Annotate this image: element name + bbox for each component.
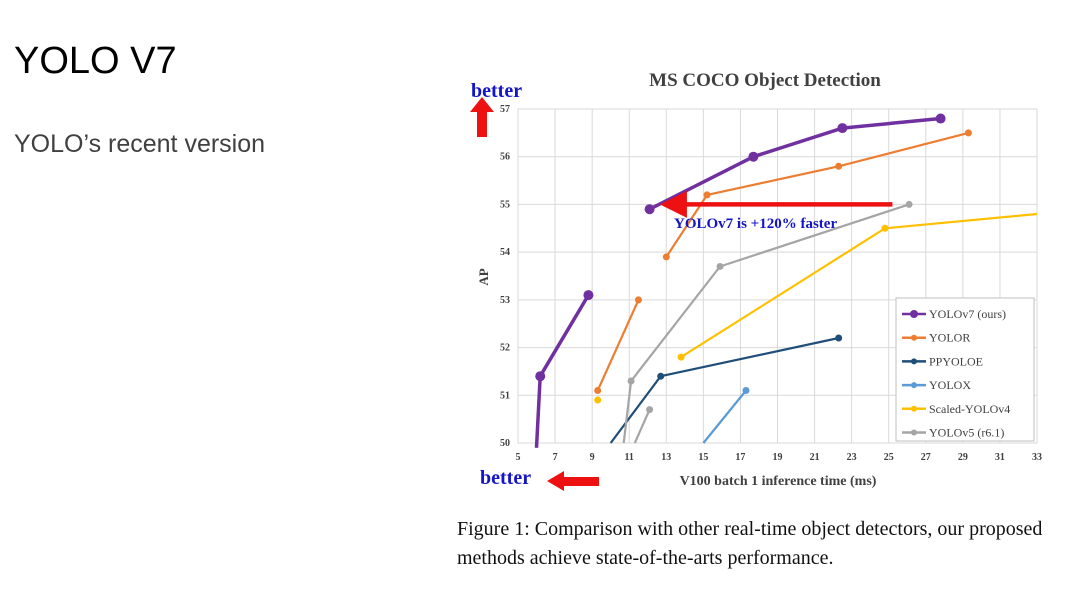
slide-title: YOLO V7 (14, 40, 177, 82)
speedup-annotation: YOLOv7 is +120% faster (674, 216, 837, 232)
x-tick-label: 23 (847, 452, 857, 463)
x-tick-label: 31 (995, 452, 1005, 463)
chart-series (534, 113, 1038, 448)
chart-title: MS COCO Object Detection (649, 70, 881, 91)
x-tick-label: 17 (735, 452, 745, 463)
series-line (622, 203, 910, 444)
legend-item: Scaled-YOLOv4 (902, 402, 1010, 416)
data-point (835, 162, 843, 170)
y-tick-label: 54 (500, 247, 510, 258)
legend-box (895, 297, 1035, 442)
data-point (703, 191, 711, 199)
legend-marker (911, 358, 917, 365)
legend-label: PPYOLOE (929, 354, 983, 368)
coco-detection-chart: MS COCO Object Detection 5 7 9 11 13 15 17 19 21… (470, 70, 1043, 491)
legend-item: YOLOR (902, 331, 970, 345)
x-tick-label: 9 (590, 452, 595, 463)
x-tick-label: 21 (810, 452, 820, 463)
x-tick-label: 13 (661, 452, 671, 463)
series-yolox (702, 387, 750, 444)
y-tick-label: 57 (500, 104, 510, 115)
legend-marker (911, 405, 917, 412)
better-x-label: better (480, 467, 531, 489)
legend-marker (910, 310, 918, 318)
y-axis-ticks: 50 51 52 53 54 55 56 57 (500, 104, 510, 449)
series-line (534, 294, 590, 448)
series-line (609, 336, 839, 444)
data-point (662, 253, 670, 261)
legend-item: PPYOLOE (902, 354, 983, 368)
series-line (596, 299, 640, 391)
data-point (964, 129, 972, 137)
data-point (644, 204, 655, 215)
data-point (634, 296, 642, 304)
data-point (657, 372, 665, 380)
legend-label: YOLOX (929, 378, 971, 392)
legend-marker (911, 334, 917, 341)
x-tick-label: 7 (553, 452, 558, 463)
slide-subtitle: YOLO’s recent version (14, 130, 266, 158)
series-scaled-yolov4 (594, 212, 1038, 404)
series-line (665, 131, 969, 258)
x-tick-label: 33 (1032, 452, 1042, 463)
legend-marker (911, 382, 917, 389)
data-point (646, 406, 654, 414)
data-point (748, 151, 759, 162)
y-tick-label: 56 (500, 152, 510, 163)
x-tick-label: 19 (773, 452, 783, 463)
y-tick-label: 53 (500, 295, 510, 306)
data-point (905, 200, 913, 208)
series-yolov5-r6-1 (622, 200, 913, 444)
figure-caption: Figure 1: Comparison with other real-tim… (457, 518, 1043, 569)
series-line (633, 409, 651, 444)
y-tick-label: 55 (500, 199, 510, 210)
data-point (594, 387, 602, 395)
x-tick-label: 5 (516, 452, 521, 463)
data-point (627, 377, 635, 385)
series-line (702, 389, 747, 444)
data-point (716, 262, 724, 270)
x-axis-label: V100 batch 1 inference time (ms) (680, 474, 877, 489)
legend-label: YOLOR (929, 331, 970, 345)
legend-item: YOLOv5 (r6.1) (902, 426, 1004, 440)
y-tick-label: 50 (500, 438, 510, 449)
data-point (935, 113, 946, 124)
chart-legend: YOLOv7 (ours) YOLOR PPYOLOE YOLOX Scaled-YOL… (895, 297, 1035, 442)
x-tick-label: 11 (624, 452, 633, 463)
y-axis-label: AP (476, 268, 491, 285)
legend-label: YOLOv7 (ours) (929, 307, 1006, 321)
x-tick-label: 25 (884, 452, 894, 463)
y-tick-label: 52 (500, 343, 510, 354)
data-point (835, 334, 843, 342)
better-y-label: better (471, 80, 522, 102)
data-point (881, 224, 889, 232)
x-tick-label: 15 (698, 452, 708, 463)
legend-label: YOLOv5 (r6.1) (929, 426, 1004, 440)
better-up-arrow (470, 97, 494, 137)
x-axis-ticks: 5 7 9 11 13 15 17 19 21 23 25 27 29 31 33 (516, 452, 1043, 463)
data-point (583, 290, 594, 301)
data-point (535, 371, 546, 382)
legend-item: YOLOv7 (ours) (902, 307, 1006, 321)
series-yolov7-ours (534, 113, 946, 448)
data-point (677, 353, 685, 361)
x-tick-label: 27 (921, 452, 931, 463)
data-point (742, 387, 750, 395)
series-ppyoloe (609, 334, 843, 444)
legend-label: Scaled-YOLOv4 (929, 402, 1010, 416)
series-line (648, 116, 941, 211)
data-point (594, 396, 602, 404)
legend-marker (911, 429, 917, 436)
y-tick-label: 51 (500, 390, 510, 401)
better-left-arrow (547, 471, 599, 491)
legend-item: YOLOX (902, 378, 971, 392)
data-point (837, 123, 848, 134)
series-yolor (594, 129, 972, 395)
x-tick-label: 29 (958, 452, 968, 463)
